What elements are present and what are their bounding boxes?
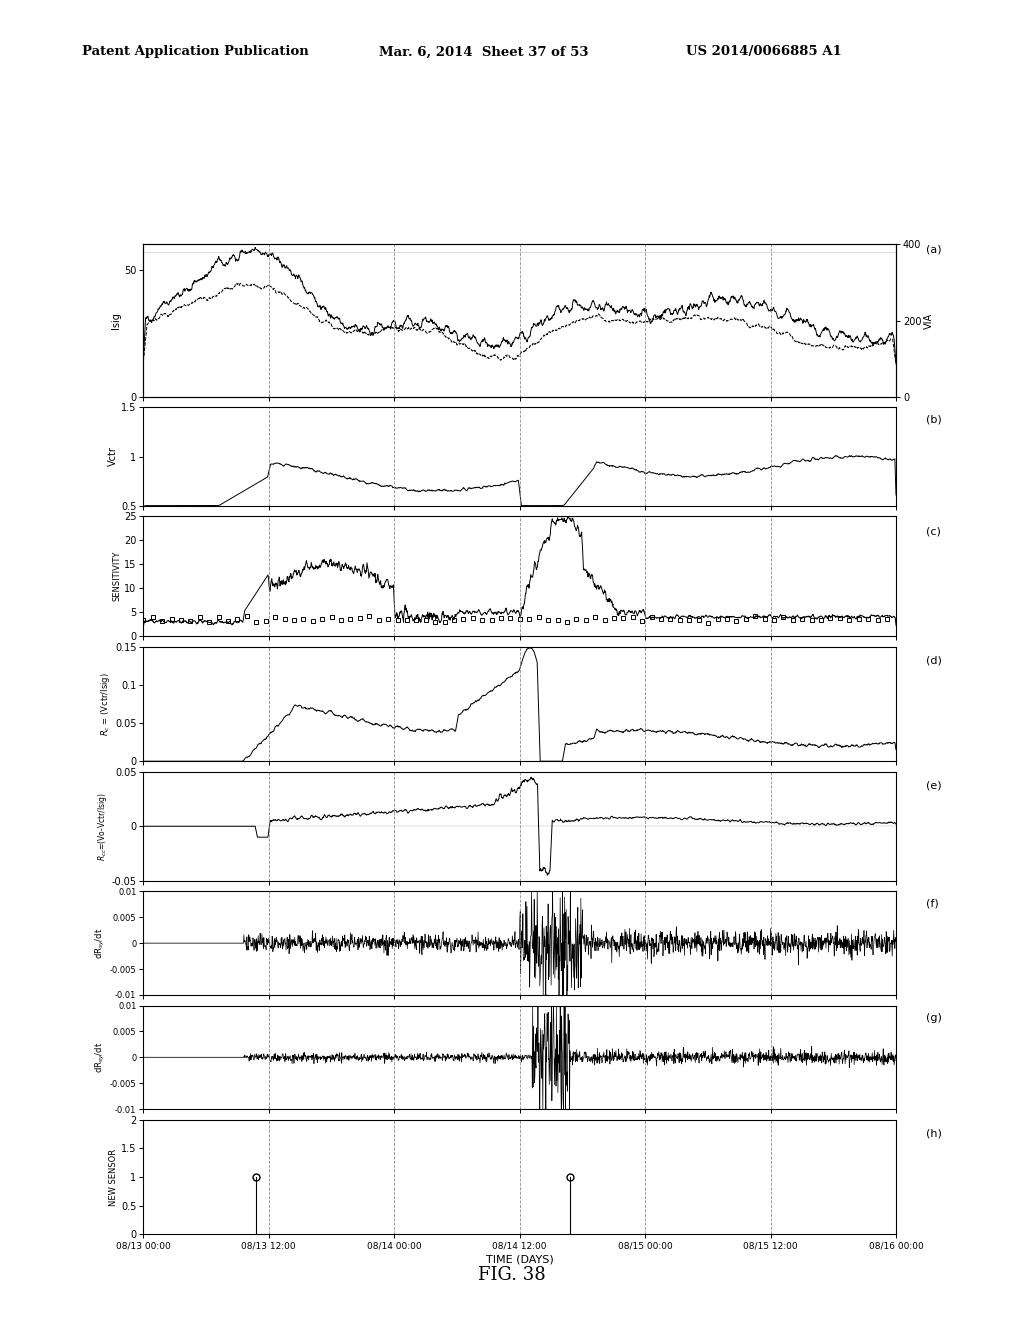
Text: (g): (g)	[926, 1012, 942, 1023]
Y-axis label: $R_{cc}$=(Vo-Vctr/Isig): $R_{cc}$=(Vo-Vctr/Isig)	[95, 792, 109, 861]
Text: (e): (e)	[926, 780, 942, 791]
Text: (c): (c)	[926, 527, 941, 536]
Text: Patent Application Publication: Patent Application Publication	[82, 45, 308, 58]
Y-axis label: dR$_{sy}$/dt: dR$_{sy}$/dt	[94, 1041, 108, 1073]
Y-axis label: Isig: Isig	[112, 312, 121, 329]
Y-axis label: VIA: VIA	[925, 313, 934, 329]
Y-axis label: $R_c$ = (Vctr/Isig): $R_c$ = (Vctr/Isig)	[99, 672, 113, 735]
Y-axis label: SENSITIVITY: SENSITIVITY	[113, 550, 121, 602]
Text: Mar. 6, 2014  Sheet 37 of 53: Mar. 6, 2014 Sheet 37 of 53	[379, 45, 589, 58]
Y-axis label: dR$_{sy}$/dt: dR$_{sy}$/dt	[94, 928, 108, 958]
X-axis label: TIME (DAYS): TIME (DAYS)	[485, 1254, 554, 1265]
Y-axis label: Vctr: Vctr	[109, 446, 118, 466]
Text: (a): (a)	[926, 244, 942, 255]
Text: (h): (h)	[926, 1129, 942, 1139]
Text: (b): (b)	[926, 414, 942, 424]
Text: US 2014/0066885 A1: US 2014/0066885 A1	[686, 45, 842, 58]
Text: (d): (d)	[926, 656, 942, 665]
Text: FIG. 38: FIG. 38	[478, 1266, 546, 1284]
Y-axis label: NEW SENSOR: NEW SENSOR	[110, 1148, 118, 1205]
Text: (f): (f)	[926, 899, 939, 909]
